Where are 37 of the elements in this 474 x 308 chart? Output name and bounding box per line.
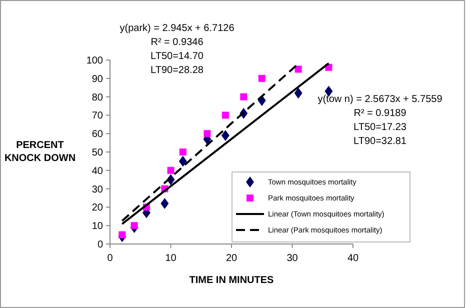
point	[294, 88, 302, 99]
point	[178, 156, 187, 167]
y-axis-title: PERCENT KNOCK DOWN	[4, 140, 76, 164]
x-tick-label: 30	[286, 253, 298, 264]
x-tick-label: 10	[165, 253, 177, 264]
y-tick-label: 100	[86, 56, 104, 66]
x-tick-label: 40	[347, 253, 359, 264]
point	[160, 198, 169, 210]
y-tick-label: 20	[92, 202, 104, 214]
point	[258, 74, 266, 82]
point	[240, 93, 248, 100]
point	[179, 148, 186, 156]
y-tick-label: 70	[92, 110, 104, 122]
x-axis-title: TIME IN MINUTES	[189, 275, 274, 286]
point	[204, 130, 211, 138]
y-tick-label: 60	[92, 129, 104, 140]
y-tick-label: 0	[97, 240, 104, 250]
point	[222, 112, 229, 119]
y-tick-label: 10	[92, 221, 104, 232]
y-tick-label: 30	[92, 184, 104, 196]
annotation: y(tow n) = 2.5673x + 5.7559	[318, 94, 443, 105]
text: R² = 0.9189	[354, 108, 407, 119]
annotation: LT50=14.70	[150, 51, 204, 62]
text: LT50=17.23	[354, 122, 407, 133]
y-tick-label: 50	[92, 148, 104, 158]
point	[294, 66, 302, 73]
point	[221, 130, 230, 141]
x-tick-label: 0	[107, 253, 114, 264]
annotation: LT90=28.28	[150, 65, 204, 76]
x-tick-label: 20	[226, 253, 238, 264]
y-tick-label: 80	[92, 92, 104, 104]
text: R² = 0.9346	[150, 37, 204, 48]
y-tick-label: 90	[92, 74, 104, 85]
point	[167, 166, 174, 174]
y-tick-label: 40	[92, 166, 104, 177]
text: LT90=32.81	[354, 136, 407, 147]
text: y(park) = 2.945x + 6.7126	[120, 23, 235, 34]
